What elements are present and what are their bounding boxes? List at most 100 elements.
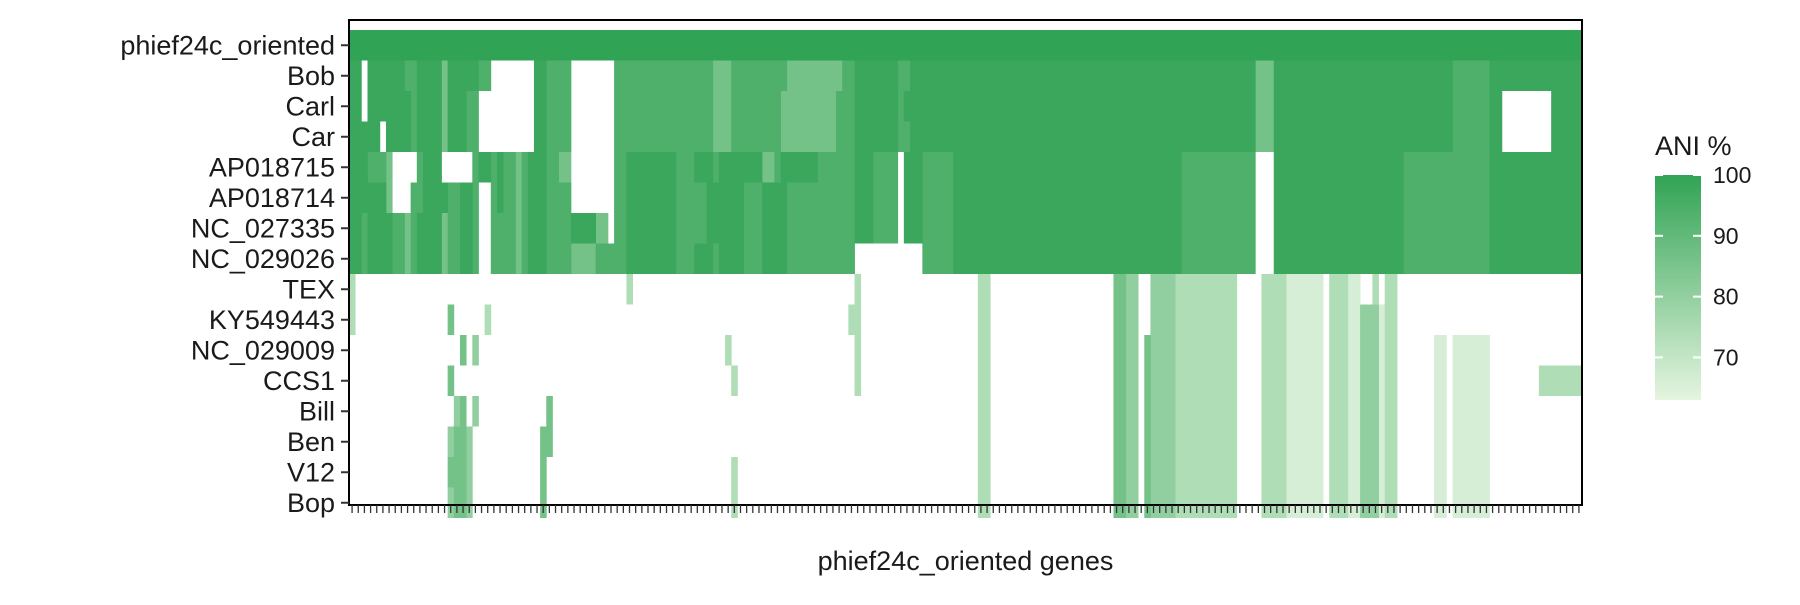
heatmap-cell [1329,426,1349,457]
heatmap-cell [1175,426,1238,457]
heatmap-cell [1273,60,1453,91]
heatmap-cell [848,304,862,335]
heatmap-cell [1175,457,1238,488]
heatmap-cell [1261,335,1287,366]
heatmap-cell [484,304,492,335]
heatmap-cell [953,213,1182,244]
heatmap-row-Ben [447,426,1490,457]
heatmap-cell [1144,487,1151,518]
heatmap-cell [546,213,572,244]
heatmap-cell [626,243,677,274]
heatmap-cell [854,365,862,396]
heatmap-cell [349,304,356,335]
heatmap-row-phief24c_oriented [349,30,1583,61]
heatmap-cell [385,121,412,152]
heatmap-cell [614,60,714,91]
heatmap-cell [392,243,405,274]
heatmap-cell [1175,365,1238,396]
heatmap-cell [1378,304,1386,335]
heatmap-cell [1273,213,1404,244]
heatmap-cell [441,243,449,274]
heatmap-cell [1347,304,1361,335]
heatmap-cell [1261,365,1287,396]
heatmap-cell [1360,365,1379,396]
heatmap-cell [694,152,714,183]
heatmap-cell [626,152,677,183]
heatmap-cell [1261,457,1287,488]
heatmap-cell [472,243,479,274]
heatmap-cell [1384,426,1398,457]
heatmap-cell [725,335,732,366]
heatmap-cell [472,152,479,183]
heatmap-cell [410,182,424,213]
heatmap-cell [1347,335,1361,366]
heatmap-cell [515,152,523,183]
heatmap-cell [447,91,467,122]
heatmap-cell [404,243,412,274]
heatmap-cell [595,213,609,244]
heatmap-cell [453,426,467,457]
heatmap-cell [533,91,547,122]
heatmap-cell [1261,304,1287,335]
heatmap-cell [527,213,547,244]
heatmap-cell [1452,60,1490,91]
heatmap-cell [1347,396,1361,427]
heatmap-cell [922,152,954,183]
heatmap-cell [1360,304,1379,335]
heatmap-row-KY549443 [349,304,1398,335]
heatmap-cell [1489,182,1583,213]
heatmap-cell [422,182,449,213]
heatmap-cell [953,152,1182,183]
legend-colorbar [1655,175,1701,400]
y-label-KY549443: KY549443 [209,305,335,335]
heatmap-cell [762,243,788,274]
heatmap-cell [349,182,387,213]
heatmap-cell [478,152,492,183]
heatmap-cell [953,182,1182,213]
heatmap-cell [410,243,418,274]
heatmap-cell [441,121,449,152]
heatmap-cell [441,213,449,244]
heatmap-cell [712,121,732,152]
heatmap-cell [743,213,763,244]
heatmap-cell [1113,396,1127,427]
heatmap-cell [762,182,788,213]
heatmap-cell [1452,121,1490,152]
heatmap-cell [459,243,473,274]
heatmap-cell [416,213,442,244]
heatmap-cell [1329,457,1349,488]
heatmap-cell [1286,304,1324,335]
heatmap-cell [712,60,732,91]
heatmap-cell [977,396,991,427]
heatmap-cell [570,213,596,244]
heatmap-cell [1150,365,1176,396]
heatmap-cell [447,365,455,396]
heatmap-cell [1286,365,1324,396]
heatmap-cell [897,91,905,122]
heatmap-cell [1403,152,1490,183]
heatmap-cell [1347,274,1361,305]
heatmap-cell [626,274,633,305]
heatmap-cell [367,243,393,274]
heatmap-rows [349,30,1583,518]
heatmap-cell [1347,487,1361,518]
heatmap-cell [1329,274,1349,305]
heatmap-cell [1175,335,1238,366]
heatmap-cell [817,152,855,183]
heatmap-cell [873,213,899,244]
y-label-NC_029026: NC_029026 [191,244,335,274]
heatmap-cell [1255,60,1275,91]
y-label-TEX: TEX [282,274,335,304]
heatmap-cell [453,396,461,427]
heatmap-cell [527,152,547,183]
heatmap-cell [1150,335,1176,366]
heatmap-cell [496,152,504,183]
heatmap-cell [1181,243,1256,274]
heatmap-cell [533,121,547,152]
heatmap-cell [1384,274,1398,305]
heatmap-cell [521,152,529,183]
heatmap-row-NC_027335 [349,213,1583,244]
heatmap-cell [546,60,572,91]
heatmap-cell [349,30,1583,61]
